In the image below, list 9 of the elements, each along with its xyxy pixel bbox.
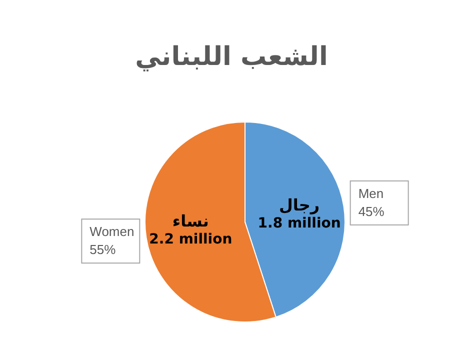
text: 1.8 million [258,216,341,232]
slice-label: Women [90,224,134,240]
data-label: 45% [358,204,385,219]
text: 2.2 million [149,231,232,248]
text: نساء [172,211,209,230]
data-label: 55% [90,242,116,258]
chart-title: الشعب اللبناني [134,42,329,72]
text: رجال [279,196,320,215]
slice-label: Men [358,186,384,201]
